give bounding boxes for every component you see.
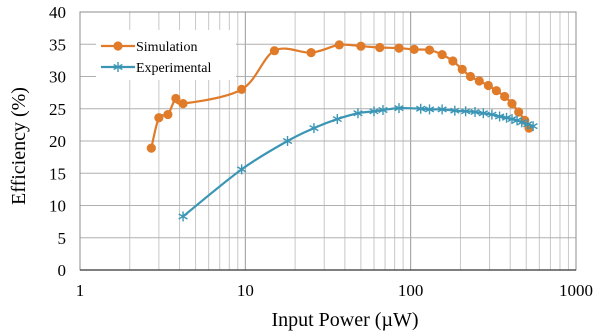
y-tick-label: 5: [58, 229, 67, 248]
y-tick-label: 35: [49, 35, 66, 54]
y-tick-label: 0: [58, 261, 67, 280]
series-experimental: [179, 103, 538, 221]
data-point-simulation: [492, 86, 501, 95]
data-point-simulation: [237, 85, 246, 94]
data-point-simulation: [514, 107, 523, 116]
data-point-simulation: [507, 99, 516, 108]
data-point-simulation: [410, 45, 419, 54]
y-tick-label: 15: [49, 164, 66, 183]
data-point-simulation: [458, 65, 467, 74]
data-point-simulation: [270, 46, 279, 55]
data-point-simulation: [448, 56, 457, 65]
legend-label-experimental: Experimental: [136, 61, 212, 76]
data-point-simulation: [307, 48, 316, 57]
data-point-simulation: [484, 81, 493, 90]
x-tick-label: 1000: [559, 281, 593, 300]
x-tick-label: 100: [398, 281, 424, 300]
data-point-experimental: [310, 123, 319, 133]
data-point-simulation: [425, 45, 434, 54]
data-point-simulation: [438, 50, 447, 59]
data-point-simulation: [394, 44, 403, 53]
data-point-simulation: [335, 40, 344, 49]
data-point-simulation: [147, 143, 156, 152]
legend-label-simulation: Simulation: [136, 40, 197, 55]
x-tick-label: 10: [237, 281, 254, 300]
x-tick-label: 1: [76, 281, 85, 300]
data-point-simulation: [375, 43, 384, 52]
x-axis-title: Input Power (µW): [271, 309, 418, 331]
y-tick-label: 40: [49, 3, 66, 22]
data-point-simulation: [178, 99, 187, 108]
legend-marker-simulation: [113, 41, 122, 50]
data-point-simulation: [154, 113, 163, 122]
data-point-simulation: [466, 72, 475, 81]
y-tick-label: 20: [49, 132, 66, 151]
series-line-experimental: [183, 108, 533, 216]
data-point-simulation: [500, 92, 509, 101]
legend: Simulation Experimental: [96, 30, 236, 80]
data-point-simulation: [356, 42, 365, 51]
y-tick-label: 25: [49, 100, 66, 119]
y-tick-label: 10: [49, 197, 66, 216]
y-axis-title: Efficiency (%): [8, 87, 30, 205]
data-point-simulation: [163, 110, 172, 119]
data-point-simulation: [475, 76, 484, 85]
y-tick-label: 30: [49, 68, 66, 87]
